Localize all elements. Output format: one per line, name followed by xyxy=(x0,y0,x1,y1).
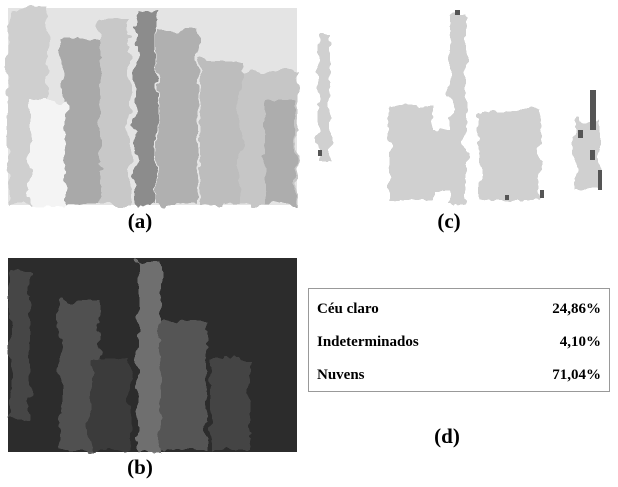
panel-label: (d) xyxy=(417,424,477,449)
table-row: Nuvens 71,04% xyxy=(317,360,601,390)
table-row: Céu claro 24,86% xyxy=(317,294,601,324)
percentage: 24,86% xyxy=(552,294,601,324)
image-c xyxy=(318,10,602,205)
class-name: Indeterminados xyxy=(317,334,419,350)
percentage: 4,10% xyxy=(560,327,601,357)
images xyxy=(0,0,618,487)
class-name: Céu claro xyxy=(317,301,379,317)
panel-label: (c) xyxy=(419,209,479,234)
figure: (a) (c) (b) (d) Céu claro24,86%Indetermi… xyxy=(0,0,618,487)
class-name: Nuvens xyxy=(317,367,365,383)
percentage: 71,04% xyxy=(552,360,601,390)
image-a xyxy=(8,8,297,205)
table-row: Indeterminados 4,10% xyxy=(317,327,601,357)
panel-label: (b) xyxy=(110,455,170,480)
image-b xyxy=(8,258,297,452)
panel-label: (a) xyxy=(110,209,170,234)
